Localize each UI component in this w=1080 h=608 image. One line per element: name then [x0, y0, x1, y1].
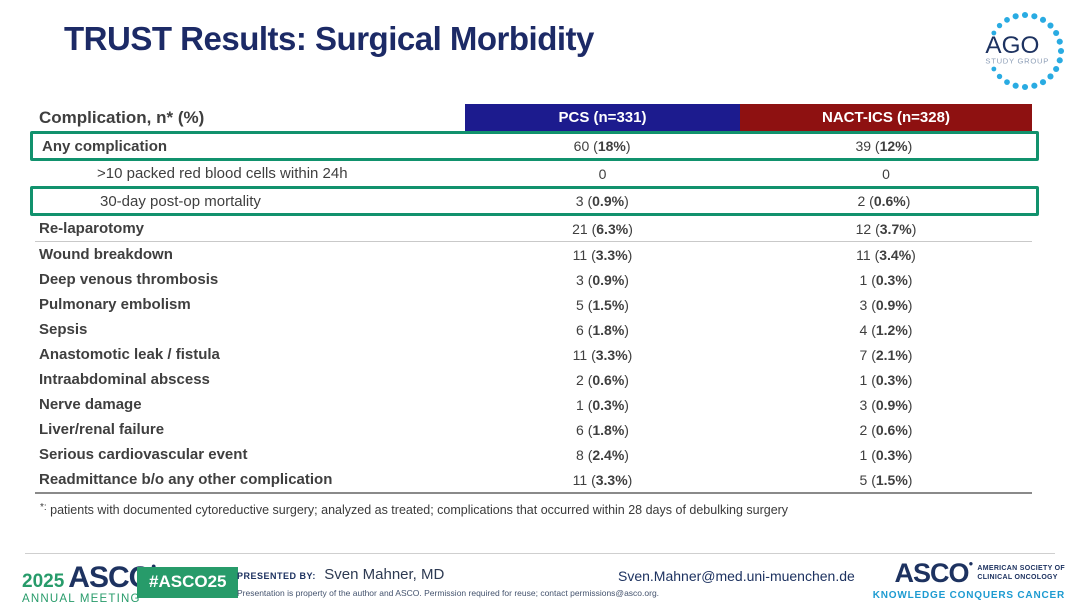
complication-label: Wound breakdown [39, 246, 173, 263]
nact-ics-value: 2 (0.6%) [857, 193, 911, 209]
pcs-value: 8 (2.4%) [576, 446, 629, 463]
nact-ics-value: 4 (1.2%) [859, 321, 913, 338]
table-row: Pulmonary embolism 5 (1.5%) 3 (0.9%) [35, 292, 1032, 317]
table-row: Readmittance b/o any other complication … [35, 467, 1032, 494]
nact-ics-value: 39 (12%) [855, 138, 913, 154]
asco-tagline: KNOWLEDGE CONQUERS CANCER [872, 590, 1065, 601]
complication-label: Intraabdominal abscess [39, 371, 210, 388]
table-row: Liver/renal failure 6 (1.8%) 2 (0.6%) [35, 417, 1032, 442]
ago-logo-text: AGO [985, 32, 1039, 59]
footnote-marker: *: [40, 502, 47, 513]
asco-wordmark-right: ASCO● [894, 558, 974, 588]
pcs-value: 21 (6.3%) [572, 220, 633, 237]
asco-society-logo: ASCO● AMERICAN SOCIETY OF CLINICAL ONCOL… [872, 558, 1065, 602]
column-header-complication: Complication, n* (%) [39, 108, 205, 127]
table-row: Serious cardiovascular event 8 (2.4%) 1 … [35, 442, 1032, 467]
ago-logo-subtitle: STUDY GROUP [985, 57, 1049, 66]
complication-label: Nerve damage [39, 396, 142, 413]
table-row: Nerve damage 1 (0.3%) 3 (0.9%) [35, 392, 1032, 417]
pcs-value: 6 (1.8%) [576, 321, 629, 338]
complications-table: Complication, n* (%) PCS (n=331) NACT-IC… [30, 104, 1039, 494]
complication-label: Deep venous thrombosis [39, 271, 219, 288]
complication-label: Sepsis [39, 321, 88, 338]
table-header-row: Complication, n* (%) PCS (n=331) NACT-IC… [35, 104, 1032, 131]
nact-ics-value: 1 (0.3%) [859, 371, 913, 388]
nact-ics-value: 2 (0.6%) [859, 421, 913, 438]
pcs-value: 3 (0.9%) [575, 193, 629, 209]
registered-mark-icon: ● [968, 559, 974, 568]
annual-meeting-label: ANNUAL MEETING [22, 593, 141, 605]
presenter-name: Sven Mahner, MD [324, 566, 445, 583]
table-row: >10 packed red blood cells within 24h 0 … [35, 161, 1032, 186]
column-header-nact-ics: NACT-ICS (n=328) [740, 104, 1032, 131]
page-title: TRUST Results: Surgical Morbidity [64, 20, 594, 57]
complication-label: Pulmonary embolism [39, 296, 191, 313]
nact-ics-value: 12 (3.7%) [855, 220, 917, 237]
complication-label: Serious cardiovascular event [39, 446, 248, 463]
table-body: Any complication 60 (18%) 39 (12%) >10 p… [30, 131, 1039, 494]
complication-label: >10 packed red blood cells within 24h [97, 165, 348, 182]
complication-label: Readmittance b/o any other complication [39, 471, 333, 488]
nact-ics-value: 7 (2.1%) [859, 346, 913, 363]
nact-ics-value: 1 (0.3%) [859, 446, 913, 463]
table-row: Any complication 60 (18%) 39 (12%) [30, 131, 1039, 161]
disclaimer-text: Presentation is property of the author a… [237, 588, 660, 598]
table-row: 30-day post-op mortality 3 (0.9%) 2 (0.6… [30, 186, 1039, 216]
footnote-text: patients with documented cytoreductive s… [50, 503, 789, 517]
table-row: Wound breakdown 11 (3.3%) 11 (3.4%) [35, 242, 1032, 267]
nact-ics-value: 3 (0.9%) [859, 396, 913, 413]
table-row: Sepsis 6 (1.8%) 4 (1.2%) [35, 317, 1032, 342]
nact-ics-value: 0 () [882, 165, 890, 182]
nact-ics-value: 3 (0.9%) [859, 296, 913, 313]
complication-label: Re-laparotomy [39, 220, 145, 237]
meeting-year: 2025 [22, 571, 65, 592]
table-row: Deep venous thrombosis 3 (0.9%) 1 (0.3%) [35, 267, 1032, 292]
pcs-value: 60 (18%) [573, 138, 631, 154]
footnote: *: patients with documented cytoreductiv… [40, 502, 788, 517]
table-row: Anastomotic leak / fistula 11 (3.3%) 7 (… [35, 342, 1032, 367]
pcs-value: 2 (0.6%) [576, 371, 629, 388]
presenter-email: Sven.Mahner@med.uni-muenchen.de [618, 568, 855, 584]
hashtag-badge: #ASCO25 [137, 567, 239, 598]
complication-label: Liver/renal failure [39, 421, 165, 438]
complication-label: Any complication [42, 137, 168, 155]
nact-ics-value: 5 (1.5%) [859, 471, 913, 488]
column-header-pcs: PCS (n=331) [465, 104, 740, 131]
pcs-value: 11 (3.3%) [572, 471, 633, 488]
table-row: Re-laparotomy 21 (6.3%) 12 (3.7%) [35, 216, 1032, 242]
asco-annual-meeting-logo: 2025 ASCO● ANNUAL MEETING [22, 561, 157, 606]
complication-label: Anastomotic leak / fistula [39, 346, 220, 363]
complication-label: 30-day post-op mortality [100, 192, 261, 210]
nact-ics-value: 11 (3.4%) [856, 246, 916, 263]
pcs-value: 1 (0.3%) [576, 396, 629, 413]
registered-mark-icon: ● [150, 561, 157, 571]
pcs-value: 11 (3.3%) [572, 346, 633, 363]
society-name: AMERICAN SOCIETY OF CLINICAL ONCOLOGY [977, 564, 1065, 581]
pcs-value: 11 (3.3%) [572, 246, 633, 263]
nact-ics-value: 1 (0.3%) [859, 271, 913, 288]
footer-divider [25, 553, 1055, 554]
ago-study-group-logo: AGO STUDY GROUP [980, 6, 1070, 96]
table-row: Intraabdominal abscess 2 (0.6%) 1 (0.3%) [35, 367, 1032, 392]
pcs-value: 6 (1.8%) [576, 421, 629, 438]
pcs-value: 5 (1.5%) [576, 296, 629, 313]
presented-by: PRESENTED BY: Sven Mahner, MD [237, 566, 444, 584]
pcs-value: 3 (0.9%) [576, 271, 629, 288]
pcs-value: 0 () [598, 165, 607, 182]
presented-by-label: PRESENTED BY: [237, 571, 316, 581]
ago-dotted-circle-icon: AGO STUDY GROUP [985, 11, 1065, 91]
